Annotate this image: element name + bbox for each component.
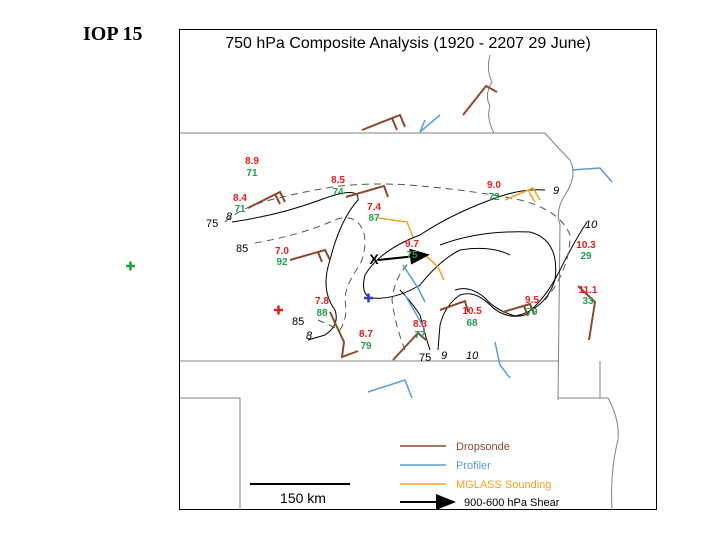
contour-label: 9 [441, 350, 447, 362]
state-boundaries [180, 54, 619, 511]
contour-9 [363, 189, 546, 299]
dropsonde-barbs [247, 84, 597, 361]
wind-barb [504, 187, 541, 203]
station-top-value: 8.3 [413, 319, 427, 330]
wind-barb [402, 264, 426, 303]
wind-barb [361, 113, 406, 131]
legend-label: 900-600 hPa Shear [464, 497, 560, 509]
legend: Dropsonde Profiler MGLASS Sounding 900-6… [400, 441, 560, 510]
station-top-value: 9.5 [525, 295, 539, 306]
legend-label: Dropsonde [456, 441, 510, 453]
station-top-value: 7.0 [275, 246, 289, 257]
station-bottom-value: 79 [526, 307, 538, 318]
contour-10 [437, 221, 588, 351]
contour-label: 8 [226, 211, 233, 223]
legend-label: Profiler [456, 460, 491, 472]
wind-barb [439, 299, 469, 313]
legend-label: MGLASS Sounding [456, 479, 551, 491]
wind-barb [289, 248, 331, 263]
contour-label: 10 [585, 219, 598, 231]
station-bottom-value: 72 [488, 192, 500, 203]
wind-barb [247, 190, 286, 209]
boundary-river-ne [486, 54, 495, 134]
contour-label: 85 [236, 243, 248, 255]
profiler-barbs [367, 114, 613, 399]
wind-barb [494, 341, 511, 379]
iop-label: IOP 15 [83, 23, 143, 45]
station-top-value: 9.0 [487, 180, 501, 191]
station-bottom-value: 71 [234, 204, 246, 215]
scale-label: 150 km [280, 490, 326, 506]
map-title: 750 hPa Composite Analysis (1920 - 2207 … [225, 35, 591, 52]
contour-label: 85 [292, 316, 304, 328]
station-top-value: 11.1 [579, 285, 598, 296]
contours-dashed [224, 183, 571, 351]
wind-barb [419, 114, 441, 133]
station-top-value: 8.5 [331, 175, 345, 186]
wind-barb [404, 294, 426, 331]
station-top-value: 8.9 [245, 156, 259, 167]
station-top-value: 10.5 [462, 306, 482, 317]
shear-arrow [377, 248, 430, 265]
wind-barb [392, 331, 427, 361]
station-bottom-value: 87 [368, 213, 380, 224]
contour-8-top [231, 192, 359, 341]
contour-loop [439, 231, 557, 317]
wind-barb [377, 217, 414, 238]
wind-barb [571, 167, 613, 183]
station-bottom-value: 77 [414, 330, 426, 341]
blue-plus-icon [364, 293, 373, 303]
shear-vector: X [369, 248, 430, 267]
station-bottom-value: 71 [246, 168, 258, 179]
wind-barb [345, 184, 389, 198]
shear-origin-x: X [369, 251, 379, 267]
station-top-value: 7.4 [367, 202, 381, 213]
wind-barb [502, 302, 535, 317]
wind-barb [419, 119, 426, 133]
wind-barb [577, 285, 597, 341]
boundary-south [180, 397, 241, 510]
contour-75-top [224, 183, 571, 301]
boundary-se [558, 397, 619, 511]
contour-75-low [391, 261, 411, 351]
station-bottom-value: 68 [466, 318, 478, 329]
station-bottom-value: 33 [582, 296, 594, 307]
contour-label: 75 [419, 352, 431, 364]
station-top-value: 7.8 [315, 296, 329, 307]
contour-label: 75 [206, 218, 218, 230]
green-plus-icon [126, 261, 135, 271]
wind-barb [329, 311, 359, 359]
contour-label: 10 [466, 350, 479, 362]
station-top-value: 9.7 [405, 239, 419, 250]
station-bottom-value: 29 [580, 251, 592, 262]
station-bottom-value: 74 [332, 187, 344, 198]
station-top-value: 8.4 [233, 193, 247, 204]
red-plus-icon [274, 305, 283, 315]
wind-barb [462, 84, 498, 116]
station-bottom-value: 75 [406, 250, 418, 261]
wind-barb [367, 379, 413, 399]
boundary-east-river [544, 132, 574, 401]
station-top-value: 10.3 [576, 240, 596, 251]
station-bottom-value: 79 [360, 341, 372, 352]
contour-label: 8 [306, 330, 313, 342]
scale-bar: 150 km [250, 483, 350, 506]
contour-85 [254, 217, 366, 331]
contour-label: 9 [553, 185, 559, 197]
station-bottom-value: 92 [276, 257, 288, 268]
station-values: 8.9 71 8.5 74 8.4 71 7.4 87 9.0 72 7.0 9… [233, 156, 598, 352]
station-bottom-value: 88 [316, 308, 328, 319]
station-top-value: 8.7 [359, 329, 373, 340]
map-frame [179, 29, 657, 510]
